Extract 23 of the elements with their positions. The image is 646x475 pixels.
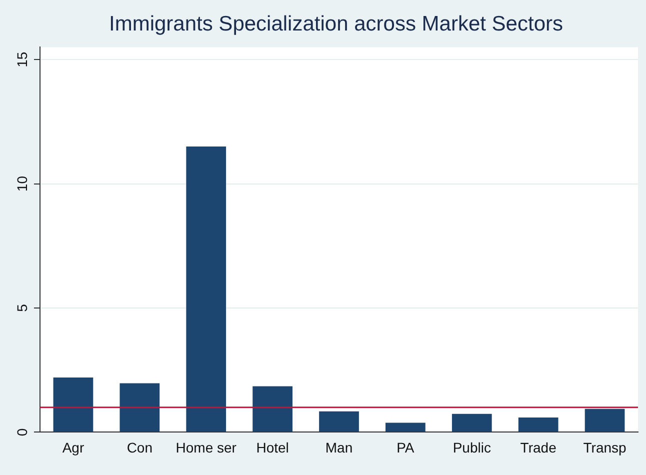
x-tick-label: Hotel xyxy=(256,439,289,456)
chart-title: Immigrants Specialization across Market Sectors xyxy=(109,12,563,36)
y-tick-label: 15 xyxy=(14,52,30,68)
x-tick-label: Public xyxy=(452,439,491,456)
x-tick-label: Con xyxy=(126,439,153,456)
x-tick-label: Trade xyxy=(520,439,557,456)
bar xyxy=(386,422,426,432)
bar xyxy=(584,408,625,432)
x-tick-label: Home ser xyxy=(176,439,237,456)
bar xyxy=(518,418,558,432)
x-tick-label: Man xyxy=(325,439,353,456)
bar xyxy=(252,386,292,432)
x-tick-label: Transp xyxy=(583,439,627,456)
bar xyxy=(53,378,94,432)
y-tick-label: 10 xyxy=(14,176,30,192)
bar xyxy=(120,383,160,432)
y-tick-label: 0 xyxy=(14,428,30,436)
bar xyxy=(319,411,359,432)
y-tick-label: 5 xyxy=(14,304,30,312)
x-tick-label: PA xyxy=(396,439,415,456)
x-tick-label: Agr xyxy=(62,439,84,456)
bar xyxy=(452,414,492,432)
bar xyxy=(186,146,226,432)
